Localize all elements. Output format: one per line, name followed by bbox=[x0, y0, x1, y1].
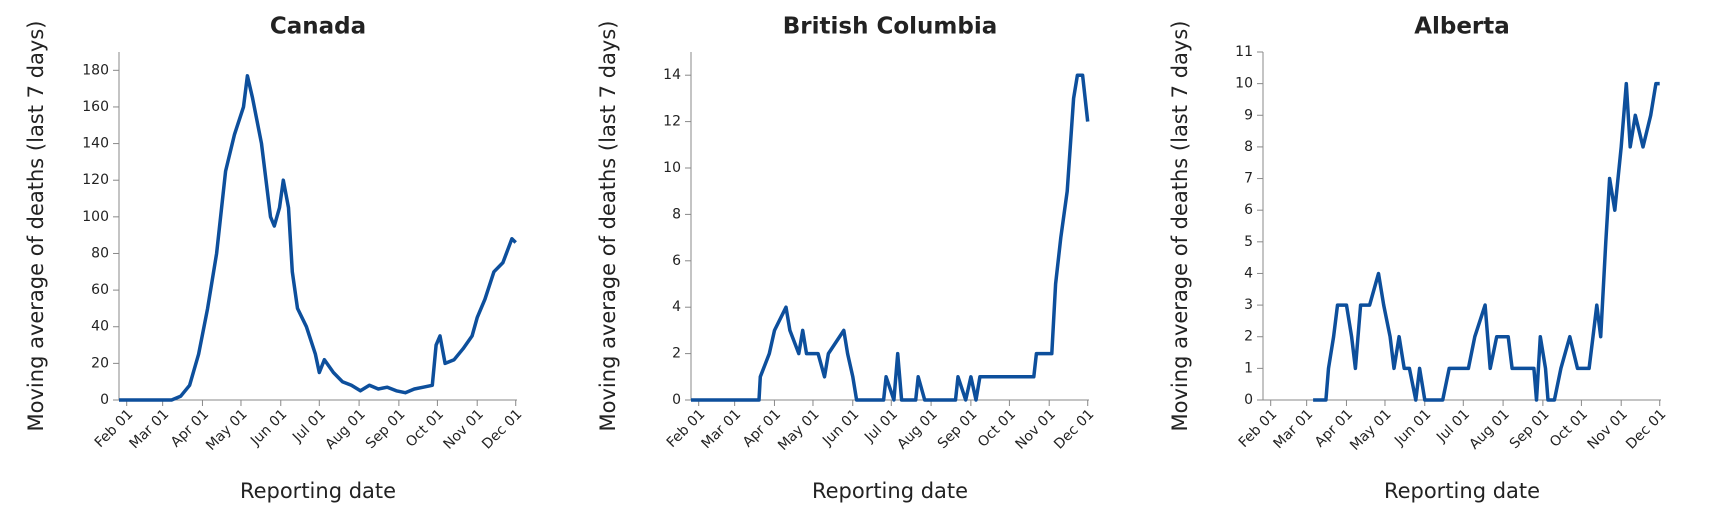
y-tick-label: 0 bbox=[100, 392, 109, 408]
x-tick-label: Mar 01 bbox=[127, 406, 173, 452]
x-tick-label: Oct 01 bbox=[1547, 406, 1591, 450]
x-tick-label: May 01 bbox=[1347, 406, 1395, 454]
y-tick-label: 1 bbox=[1244, 360, 1253, 376]
x-tick-label: Nov 01 bbox=[1584, 406, 1630, 452]
y-tick-label: 100 bbox=[82, 209, 109, 225]
x-tick-label: Dec 01 bbox=[479, 406, 525, 452]
data-line bbox=[691, 73, 1090, 402]
x-tick-label: Sep 01 bbox=[363, 406, 409, 452]
x-axis-label: Reporting date bbox=[1384, 479, 1540, 503]
y-tick-label: 12 bbox=[663, 114, 681, 130]
y-tick-label: 80 bbox=[91, 245, 109, 261]
y-tick-label: 6 bbox=[672, 253, 681, 269]
chart-title: Alberta bbox=[1414, 14, 1510, 40]
y-tick-label: 5 bbox=[1244, 234, 1253, 250]
x-tick-label: Aug 01 bbox=[322, 406, 368, 452]
y-tick-label: 8 bbox=[672, 206, 681, 222]
x-tick-label: Sep 01 bbox=[1507, 406, 1553, 452]
y-axis-label: Moving average of deaths (last 7 days) bbox=[1168, 21, 1192, 432]
panel: Alberta Reporting date Moving average of d… bbox=[1168, 14, 1669, 504]
y-tick-label: 6 bbox=[1244, 202, 1253, 218]
x-tick-label: Aug 01 bbox=[894, 406, 940, 452]
x-tick-label: Jun 01 bbox=[1391, 406, 1434, 449]
x-tick-label: Mar 01 bbox=[699, 406, 745, 452]
x-axis-label: Reporting date bbox=[812, 479, 968, 503]
panel: British Columbia Reporting date Moving ave… bbox=[596, 14, 1097, 504]
x-tick-label: May 01 bbox=[203, 406, 251, 454]
y-tick-label: 11 bbox=[1235, 44, 1253, 60]
y-tick-label: 14 bbox=[663, 67, 681, 83]
y-tick-label: 40 bbox=[91, 319, 109, 335]
y-tick-label: 3 bbox=[1244, 297, 1253, 313]
y-tick-label: 160 bbox=[82, 99, 109, 115]
y-axis-label: Moving average of deaths (last 7 days) bbox=[596, 21, 620, 432]
y-tick-label: 2 bbox=[1244, 329, 1253, 345]
y-tick-label: 7 bbox=[1244, 171, 1253, 187]
y-tick-label: 0 bbox=[672, 392, 681, 408]
y-tick-label: 9 bbox=[1244, 107, 1253, 123]
x-tick-label: Sep 01 bbox=[935, 406, 981, 452]
chart-title: British Columbia bbox=[783, 14, 997, 40]
x-tick-label: Dec 01 bbox=[1623, 406, 1669, 452]
y-tick-label: 0 bbox=[1244, 392, 1253, 408]
x-tick-label: Oct 01 bbox=[403, 406, 447, 450]
chart-title: Canada bbox=[270, 14, 366, 40]
x-tick-label: Jun 01 bbox=[819, 406, 862, 449]
y-tick-label: 60 bbox=[91, 282, 109, 298]
y-tick-label: 180 bbox=[82, 62, 109, 78]
x-tick-label: Nov 01 bbox=[1012, 406, 1058, 452]
y-tick-label: 10 bbox=[663, 160, 681, 176]
y-axis-label: Moving average of deaths (last 7 days) bbox=[24, 21, 48, 432]
y-tick-label: 120 bbox=[82, 172, 109, 188]
panel: Canada Reporting date Moving average of de… bbox=[24, 14, 525, 504]
x-tick-label: Aug 01 bbox=[1466, 406, 1512, 452]
y-tick-label: 20 bbox=[91, 355, 109, 371]
x-tick-label: Nov 01 bbox=[440, 406, 486, 452]
y-tick-label: 2 bbox=[672, 346, 681, 362]
y-tick-label: 140 bbox=[82, 136, 109, 152]
y-tick-label: 10 bbox=[1235, 76, 1253, 92]
data-line bbox=[119, 74, 517, 402]
data-line bbox=[1313, 81, 1660, 402]
x-tick-label: Dec 01 bbox=[1051, 406, 1097, 452]
x-tick-label: Jun 01 bbox=[247, 406, 290, 449]
x-tick-label: Oct 01 bbox=[975, 406, 1019, 450]
x-tick-label: May 01 bbox=[775, 406, 823, 454]
x-axis-label: Reporting date bbox=[240, 479, 396, 503]
y-tick-label: 4 bbox=[1244, 265, 1253, 281]
y-tick-label: 4 bbox=[672, 299, 681, 315]
x-tick-label: Mar 01 bbox=[1271, 406, 1317, 452]
y-tick-label: 8 bbox=[1244, 139, 1253, 155]
